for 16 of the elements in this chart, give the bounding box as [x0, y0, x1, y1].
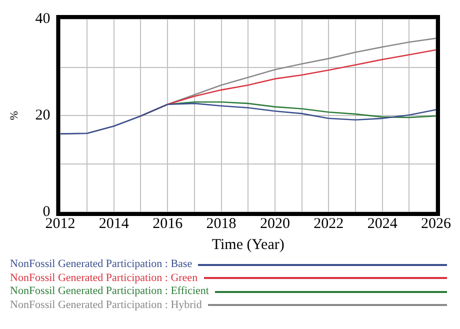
text: NonFossil Generated Participation : Hybrid: [10, 298, 202, 312]
y-tick-label: 20: [35, 107, 50, 124]
x-tick-label: 2016: [152, 216, 184, 232]
y-tick-label: 40: [35, 10, 50, 27]
text: NonFossil Generated Participation : Base: [10, 258, 192, 272]
x-tick-label: 2018: [206, 216, 236, 232]
x-tick-label: 2020: [260, 216, 290, 232]
text: NonFossil Generated Participation : Efficient: [10, 285, 209, 298]
x-tick-label: 2026: [421, 216, 452, 232]
x-tick-label: 2022: [314, 216, 344, 232]
x-tick-label: 2012: [45, 216, 76, 232]
x-tick-label: 2014: [98, 216, 130, 232]
x-tick-label: 2024: [367, 216, 398, 232]
x-axis-title: Time (Year): [212, 236, 284, 253]
y-axis-title: %: [8, 110, 20, 120]
text: NonFossil Generated Participation : Green: [10, 272, 198, 285]
